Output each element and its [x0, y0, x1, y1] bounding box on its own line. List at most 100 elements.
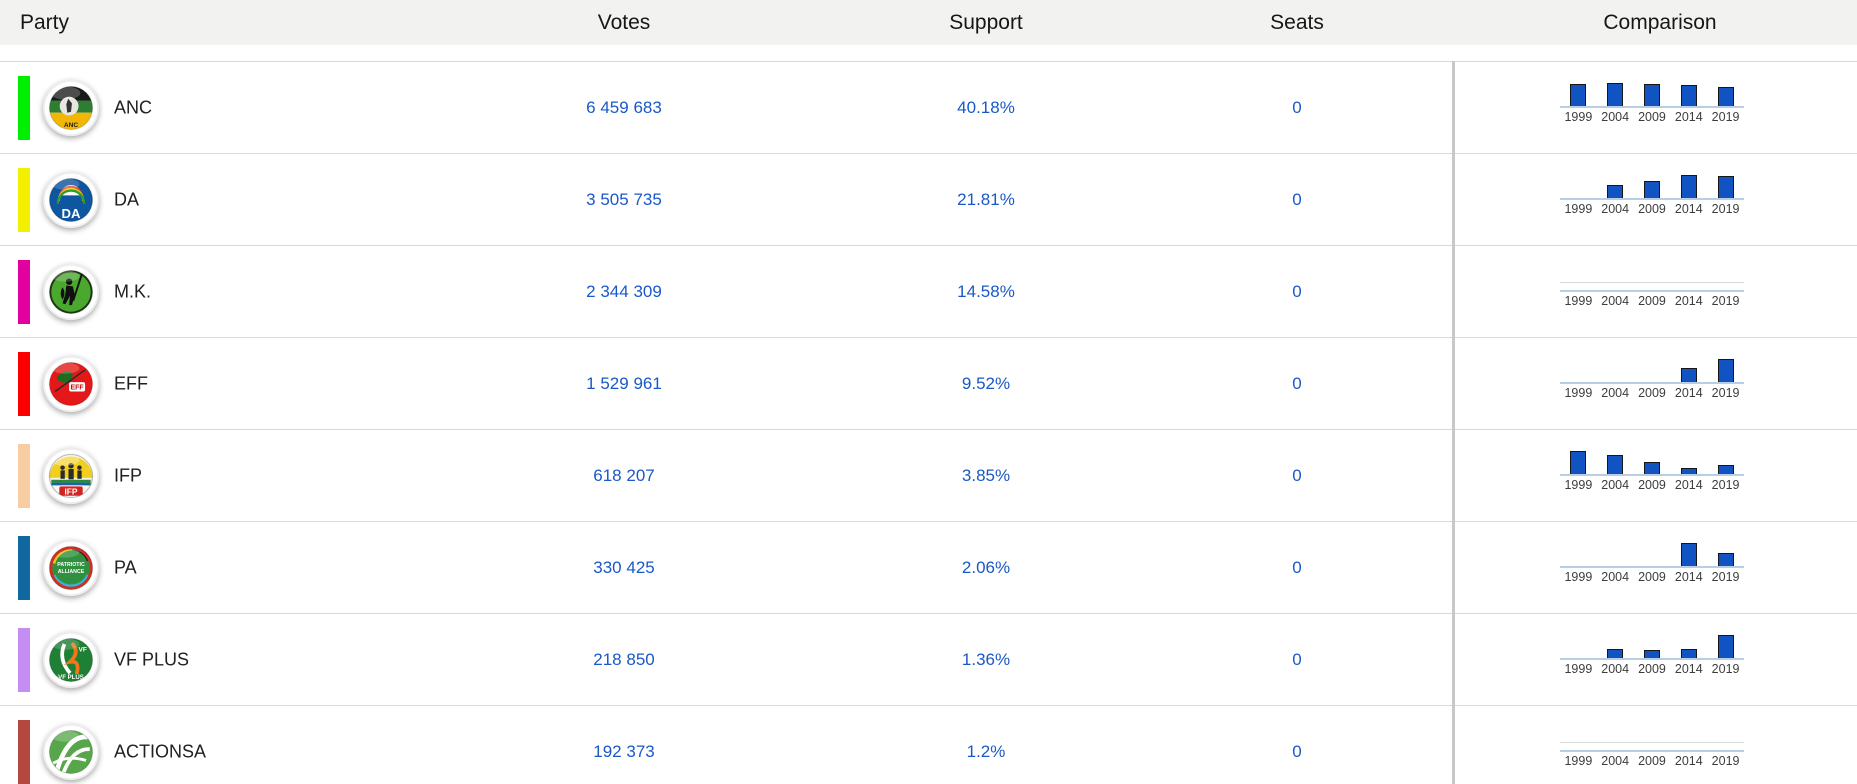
party-color-bar	[18, 351, 30, 416]
year-label: 2019	[1711, 477, 1740, 492]
year-label: 2019	[1711, 201, 1740, 216]
chart-year-labels: 1999 2004 2009 2014 2019	[1560, 110, 1744, 124]
chart-baseline	[1560, 565, 1744, 568]
comparison-bar	[1680, 542, 1697, 566]
support-value-link[interactable]: 1.2%	[966, 741, 1006, 761]
year-label: 2004	[1601, 385, 1630, 400]
comparison-chart: 1999 2004 2009 2014 2019	[1560, 450, 1744, 492]
party-name: IFP	[114, 465, 143, 485]
party-color-bar	[18, 75, 30, 140]
party-color-bar	[18, 719, 30, 784]
seats-value-link[interactable]: 0	[1292, 465, 1302, 485]
comparison-bar	[1643, 180, 1660, 198]
party-row-mk[interactable]: M.K. 2 344 309 14.58% 0 1999 2004 2009 2014…	[0, 245, 1857, 337]
seats-value-link[interactable]: 0	[1292, 373, 1302, 393]
comparison-bar	[1717, 175, 1734, 198]
seats-value-link[interactable]: 0	[1292, 189, 1302, 209]
year-label: 2014	[1674, 293, 1703, 308]
party-row-eff[interactable]: EFF EFF 1 529 961 9.52% 0 1999 2004 2009 20…	[0, 337, 1857, 429]
year-label: 2019	[1711, 109, 1740, 124]
empty-chart-topline	[1560, 281, 1744, 283]
party-logo-icon: VF VF PLUS	[41, 630, 101, 690]
comparison-chart: 1999 2004 2009 2014 2019	[1560, 542, 1744, 584]
party-logo-icon: EFF	[41, 354, 101, 414]
comparison-bar	[1680, 648, 1697, 658]
column-header-party: Party	[20, 11, 70, 34]
year-label: 2009	[1638, 109, 1666, 124]
year-label: 2019	[1711, 385, 1740, 400]
comparison-bar	[1607, 82, 1624, 106]
party-logo-icon: ANC	[41, 78, 101, 138]
support-value-link[interactable]: 1.36%	[961, 649, 1011, 669]
votes-value-link[interactable]: 218 850	[593, 649, 655, 669]
year-label: 2014	[1674, 201, 1703, 216]
year-label: 2009	[1638, 385, 1666, 400]
comparison-bar	[1570, 450, 1587, 474]
party-logo-icon	[41, 262, 101, 322]
votes-value-link[interactable]: 192 373	[593, 741, 655, 761]
seats-value-link[interactable]: 0	[1292, 649, 1302, 669]
seats-value-link[interactable]: 0	[1292, 741, 1302, 761]
comparison-bar	[1607, 454, 1624, 474]
party-name: M.K.	[114, 281, 152, 301]
year-label: 2019	[1711, 293, 1740, 308]
support-value-link[interactable]: 2.06%	[961, 557, 1011, 577]
comparison-bars	[1560, 634, 1744, 658]
comparison-bar	[1643, 649, 1660, 658]
svg-text:EFF: EFF	[70, 384, 84, 391]
comparison-bar	[1570, 83, 1587, 106]
year-label: 2014	[1674, 109, 1703, 124]
party-row-ifp[interactable]: IFP IFP 618 207 3.85% 0 1999 2004 2009 2014…	[0, 429, 1857, 521]
comparison-bar	[1680, 84, 1697, 106]
votes-value-link[interactable]: 618 207	[593, 465, 655, 485]
votes-value-link[interactable]: 2 344 309	[586, 281, 662, 301]
comparison-chart: 1999 2004 2009 2014 2019	[1560, 82, 1744, 124]
year-label: 2019	[1711, 753, 1740, 768]
party-color-bar	[18, 259, 30, 324]
svg-text:VF PLUS: VF PLUS	[58, 674, 84, 681]
votes-value-link[interactable]: 3 505 735	[586, 189, 662, 209]
votes-value-link[interactable]: 1 529 961	[586, 373, 662, 393]
seats-value-link[interactable]: 0	[1292, 97, 1302, 117]
support-value-link[interactable]: 40.18%	[957, 97, 1015, 117]
chart-year-labels: 1999 2004 2009 2014 2019	[1560, 478, 1744, 492]
year-label: 2014	[1674, 385, 1703, 400]
comparison-bar	[1717, 358, 1734, 382]
comparison-column-divider	[1452, 61, 1455, 784]
party-row-anc[interactable]: ANC ANC 6 459 683 40.18% 0 1999 2004 2009 2…	[0, 61, 1857, 153]
seats-value-link[interactable]: 0	[1292, 557, 1302, 577]
comparison-bars	[1560, 726, 1744, 750]
column-header-votes: Votes	[597, 11, 651, 34]
year-label: 2009	[1638, 661, 1666, 676]
year-label: 2009	[1638, 201, 1666, 216]
party-name: VF PLUS	[114, 649, 190, 669]
party-rows: ANC ANC 6 459 683 40.18% 0 1999 2004 2009 2…	[0, 61, 1857, 784]
party-row-actionsa[interactable]: ACTIONSA 192 373 1.2% 0 1999 2004 2009 2014…	[0, 705, 1857, 784]
comparison-bar	[1717, 86, 1734, 106]
year-label: 2019	[1711, 569, 1740, 584]
party-color-bar	[18, 167, 30, 232]
support-value-link[interactable]: 3.85%	[961, 465, 1011, 485]
column-header-support: Support	[949, 11, 1023, 34]
party-logo-icon: DA	[41, 170, 101, 230]
party-logo-icon: PATRIOTIC ALLIANCE	[41, 538, 101, 598]
chart-year-labels: 1999 2004 2009 2014 2019	[1560, 662, 1744, 676]
seats-value-link[interactable]: 0	[1292, 281, 1302, 301]
column-header-comparison: Comparison	[1603, 11, 1717, 34]
comparison-bar	[1717, 552, 1734, 566]
support-value-link[interactable]: 21.81%	[957, 189, 1015, 209]
votes-value-link[interactable]: 6 459 683	[586, 97, 662, 117]
votes-value-link[interactable]: 330 425	[593, 557, 655, 577]
party-name: EFF	[114, 373, 148, 393]
party-row-pa[interactable]: PATRIOTIC ALLIANCE PA 330 425 2.06% 0 19…	[0, 521, 1857, 613]
support-value-link[interactable]: 9.52%	[961, 373, 1011, 393]
comparison-bars	[1560, 82, 1744, 106]
party-row-vf-plus[interactable]: VF VF PLUS VF PLUS 218 850 1.36% 0 1999 2…	[0, 613, 1857, 705]
year-label: 2004	[1601, 477, 1630, 492]
party-logo-icon: IFP	[41, 446, 101, 506]
party-row-da[interactable]: DA DA 3 505 735 21.81% 0 1999 2004 2009 201…	[0, 153, 1857, 245]
support-value-link[interactable]: 14.58%	[957, 281, 1015, 301]
comparison-bars	[1560, 174, 1744, 198]
year-label: 1999	[1564, 477, 1593, 492]
